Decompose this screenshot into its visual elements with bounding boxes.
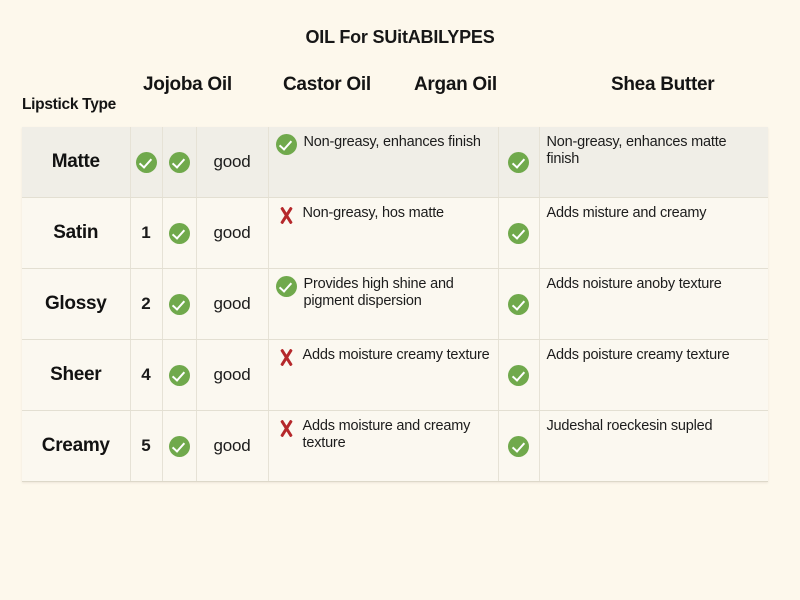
quality-label: good (213, 436, 251, 455)
check-circle-icon (168, 151, 190, 173)
check-circle-icon (508, 435, 529, 457)
check-circle-icon (508, 151, 529, 173)
rating-number: 2 (141, 294, 151, 313)
page-title: OIL For SUitABILYPES (305, 27, 495, 47)
cell-castor-oil: Non-greasy, enhances finish (268, 127, 499, 198)
lipstick-type-label: Satin (53, 222, 99, 243)
castor-note: Provides high shine and pigment dispersi… (303, 276, 454, 310)
rating-number: 1 (141, 223, 151, 242)
cell-jojoba-quality: good (196, 197, 269, 269)
rating-number: 5 (141, 436, 151, 455)
cross-mark-icon (276, 205, 296, 226)
cell-jojoba-quality: good (196, 339, 269, 411)
rating-number: 4 (141, 365, 151, 384)
shea-note: Adds poisture creamy texture (546, 347, 730, 363)
lipstick-type-label: Sheer (50, 364, 102, 385)
cell-castor-oil: Adds moisture creamy texture (268, 339, 499, 411)
check-circle-icon (275, 134, 297, 155)
header-argan-oil: Argan Oil (414, 74, 497, 95)
oil-suitability-table: Matte good Non-greasy, enhances finish Non-… (22, 127, 768, 482)
cell-lipstick-type: Matte (22, 127, 131, 198)
lipstick-type-label: Matte (51, 151, 100, 172)
shea-note: Judeshal roeckesin supled (546, 418, 713, 434)
lipstick-type-label: Glossy (44, 293, 107, 314)
quality-label: good (213, 223, 251, 242)
check-circle-icon (168, 222, 190, 244)
cell-jojoba-check (162, 410, 197, 482)
cell-argan-oil (498, 339, 540, 411)
cell-jojoba-rating (130, 127, 163, 198)
table-row: Matte good Non-greasy, enhances finish Non-… (22, 127, 768, 198)
cell-lipstick-type: Glossy (22, 268, 131, 340)
shea-note: Adds noisture anoby texture (546, 276, 722, 292)
cell-lipstick-type: Satin (22, 197, 131, 269)
cell-jojoba-rating: 4 (130, 339, 163, 411)
cross-mark-icon (276, 418, 296, 439)
castor-note: Adds moisture and creamy texture (302, 418, 471, 452)
table-row: Creamy 5 good Adds moisture and creamy text… (22, 410, 768, 482)
cell-argan-oil (498, 197, 540, 269)
castor-note: Non-greasy, hos matte (302, 205, 445, 221)
cell-jojoba-check (162, 197, 197, 269)
table-body: Matte good Non-greasy, enhances finish Non-… (22, 127, 768, 482)
cell-jojoba-check (162, 268, 197, 340)
shea-note: Adds misture and creamy (546, 205, 707, 221)
cell-lipstick-type: Creamy (22, 410, 131, 482)
column-headers: Lipstick Type Jojoba Oil Castor Oil Arga… (0, 0, 800, 125)
cell-jojoba-quality: good (196, 127, 269, 198)
cross-mark-icon (276, 347, 296, 368)
check-circle-icon (508, 293, 529, 315)
castor-note: Adds moisture creamy texture (302, 347, 490, 363)
cell-shea-butter: Non-greasy, enhances matte finish (539, 127, 768, 198)
cell-castor-oil: Non-greasy, hos matte (268, 197, 499, 269)
quality-label: good (213, 365, 251, 384)
check-circle-icon (135, 151, 157, 173)
cell-argan-oil (498, 127, 540, 198)
cell-jojoba-check (162, 339, 197, 411)
cell-jojoba-rating: 2 (130, 268, 163, 340)
castor-note: Non-greasy, enhances finish (303, 134, 481, 150)
table-row: Sheer 4 good Adds moisture creamy texture Ad… (22, 339, 768, 411)
cell-jojoba-quality: good (196, 268, 269, 340)
quality-label: good (213, 294, 251, 313)
cell-castor-oil: Adds moisture and creamy texture (268, 410, 499, 482)
lipstick-type-label: Creamy (41, 435, 110, 456)
check-circle-icon (168, 293, 190, 315)
table-row: Satin 1 good Non-greasy, hos matte Adds mist… (22, 197, 768, 269)
check-circle-icon (275, 276, 297, 297)
cell-castor-oil: Provides high shine and pigment dispersi… (268, 268, 499, 340)
cell-jojoba-rating: 5 (130, 410, 163, 482)
header-lipstick-type: Lipstick Type (22, 96, 117, 113)
header-shea-butter: Shea Butter (611, 74, 715, 95)
cell-jojoba-check (162, 127, 197, 198)
header-castor-oil: Castor Oil (283, 74, 371, 95)
cell-jojoba-quality: good (196, 410, 269, 482)
cell-jojoba-rating: 1 (130, 197, 163, 269)
check-circle-icon (508, 364, 529, 386)
check-circle-icon (168, 435, 190, 457)
cell-shea-butter: Adds poisture creamy texture (539, 339, 768, 411)
cell-argan-oil (498, 268, 540, 340)
header-jojoba-oil: Jojoba Oil (143, 74, 232, 95)
table-row: Glossy 2 good Provides high shine and pigme… (22, 268, 768, 340)
check-circle-icon (168, 364, 190, 386)
quality-label: good (213, 152, 251, 171)
cell-shea-butter: Adds noisture anoby texture (539, 268, 768, 340)
check-circle-icon (508, 222, 529, 244)
cell-lipstick-type: Sheer (22, 339, 131, 411)
cell-argan-oil (498, 410, 540, 482)
cell-shea-butter: Adds misture and creamy (539, 197, 768, 269)
shea-note: Non-greasy, enhances matte finish (546, 134, 727, 168)
cell-shea-butter: Judeshal roeckesin supled (539, 410, 768, 482)
